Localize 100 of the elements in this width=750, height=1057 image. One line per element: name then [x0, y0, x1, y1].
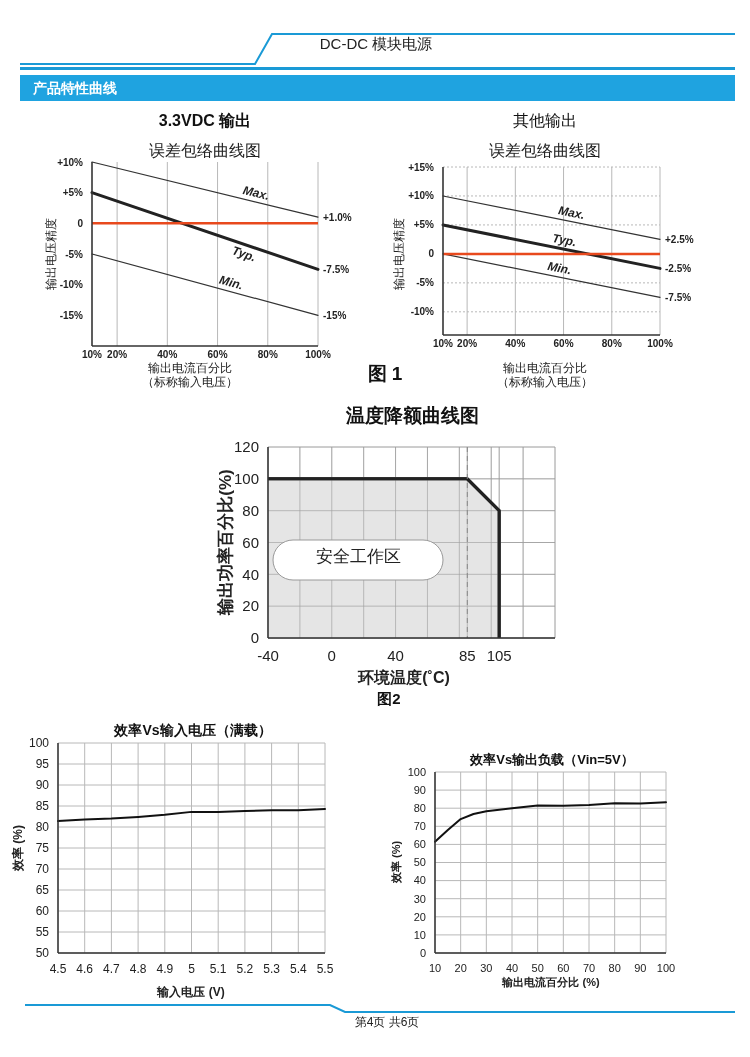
- x-tick-label: 70: [582, 962, 596, 974]
- y-tick-label: 30: [413, 892, 426, 905]
- data-label: +1.0%: [323, 212, 352, 224]
- y-axis-title: 输出功率百分比(%): [216, 469, 235, 616]
- y-tick-label: 20: [242, 597, 259, 615]
- y-tick-label: 100: [233, 470, 259, 488]
- chart-subtitle: 误差包络曲线图: [149, 142, 261, 159]
- y-tick-label: 55: [35, 925, 50, 940]
- x-tick-label: 80: [608, 962, 621, 974]
- y-tick-label: 20: [413, 910, 426, 923]
- x-tick-label: 20%: [107, 349, 128, 360]
- y-tick-label: 60: [413, 838, 426, 851]
- data-label: -15%: [323, 310, 347, 322]
- data-label: -2.5%: [665, 263, 692, 275]
- x-axis-title: 输出电流百分比: [148, 361, 232, 375]
- chart-title: 3.3VDC 输出: [158, 112, 252, 129]
- x-tick-label: 10%: [432, 338, 454, 349]
- y-tick-label: 80: [242, 501, 259, 519]
- x-tick-label: 5.4: [289, 962, 307, 976]
- x-axis-title: 环境温度(˚C): [357, 668, 450, 686]
- y-tick-label: 40: [242, 565, 259, 583]
- text: Min.: [546, 258, 573, 278]
- x-tick-label: 100: [656, 962, 676, 974]
- x-tick-label: 4.8: [129, 962, 147, 976]
- x-tick-label: 30: [480, 962, 493, 974]
- y-tick-label: 100: [407, 765, 426, 778]
- x-tick-label: 40: [387, 647, 404, 664]
- x-tick-label: 40: [505, 962, 519, 974]
- y-tick-label: 0: [77, 217, 84, 229]
- x-tick-label: 4.6: [76, 962, 94, 976]
- x-tick-label: 105: [486, 647, 512, 664]
- y-tick-label: -10%: [59, 279, 84, 291]
- y-tick-label: 70: [413, 820, 426, 833]
- y-axis-title: 输出电压精度: [392, 218, 406, 290]
- y-tick-label: -15%: [59, 309, 84, 321]
- y-tick-label: 50: [35, 946, 50, 961]
- y-tick-label: 10: [413, 928, 426, 941]
- x-axis-title: 输出电流百分比 (%): [501, 976, 600, 988]
- text: Typ.: [551, 230, 578, 250]
- y-tick-label: 40: [413, 874, 426, 887]
- y-tick-label: +10%: [57, 156, 84, 168]
- chart-title: 效率Vs输入电压（满载）: [113, 722, 272, 738]
- text: 第4页 共6页: [354, 1015, 420, 1029]
- y-tick-label: 65: [35, 883, 50, 898]
- x-tick-label: 5.1: [209, 962, 227, 976]
- data-label: -7.5%: [323, 264, 350, 276]
- y-axis-title: 效率 (%): [390, 840, 402, 885]
- chart-title: 其他输出: [513, 112, 577, 129]
- x-tick-label: 10%: [81, 349, 103, 360]
- y-tick-label: 100: [28, 736, 50, 751]
- y-tick-label: 120: [233, 438, 259, 456]
- x-tick-label: 5.5: [316, 962, 334, 976]
- text: Typ.: [230, 243, 258, 265]
- line-series: [57, 807, 326, 823]
- y-tick-label: +10%: [408, 190, 435, 202]
- y-tick-label: +5%: [62, 187, 84, 199]
- x-tick-label: 60: [557, 962, 570, 974]
- y-tick-label: 0: [250, 629, 259, 647]
- y-tick-label: 60: [242, 533, 259, 551]
- caption: 图2: [377, 690, 401, 707]
- chart-subtitle: 误差包络曲线图: [489, 142, 601, 159]
- chart-title: 温度降额曲线图: [344, 405, 479, 426]
- text: DC-DC 模块电源: [319, 35, 433, 52]
- x-tick-label: 100%: [647, 338, 673, 349]
- line-series: [434, 801, 667, 843]
- caption: 图 1: [367, 363, 403, 384]
- y-tick-label: 90: [413, 783, 426, 796]
- text: Min.: [217, 272, 245, 293]
- y-tick-label: 0: [419, 946, 426, 959]
- x-tick-label: -40: [257, 647, 279, 664]
- text: （标称输入电压）: [142, 375, 238, 389]
- y-tick-label: +15%: [408, 161, 435, 173]
- x-tick-label: 50: [531, 962, 544, 974]
- x-tick-label: 40%: [157, 349, 178, 360]
- text: Max.: [241, 183, 271, 203]
- data-label: -7.5%: [665, 292, 692, 304]
- y-tick-label: 80: [35, 820, 50, 835]
- x-tick-label: 5: [188, 962, 196, 976]
- y-tick-label: 70: [35, 862, 50, 877]
- y-tick-label: 80: [413, 802, 426, 815]
- y-tick-label: -5%: [65, 248, 84, 260]
- x-tick-label: 85: [458, 647, 476, 664]
- x-axis-title: 输出电流百分比: [503, 361, 587, 375]
- y-axis-title: 输出电压精度: [44, 218, 58, 290]
- y-tick-label: 90: [35, 778, 50, 793]
- y-tick-label: 75: [35, 841, 50, 856]
- y-tick-label: -10%: [410, 306, 435, 318]
- x-tick-label: 4.7: [103, 962, 121, 976]
- text: Max.: [557, 203, 587, 223]
- x-tick-label: 60%: [207, 349, 228, 360]
- y-tick-label: +5%: [413, 219, 435, 231]
- y-axis-title: 效率 (%): [11, 825, 25, 872]
- x-tick-label: 100%: [305, 349, 331, 360]
- x-tick-label: 0: [327, 647, 336, 664]
- chart-title: 效率Vs输出负载（Vin=5V）: [469, 752, 634, 767]
- data-label: +2.5%: [665, 234, 694, 246]
- annotation: 安全工作区: [315, 547, 401, 566]
- x-tick-label: 20: [454, 962, 467, 974]
- x-tick-label: 5.2: [236, 962, 254, 976]
- text: （标称输入电压）: [497, 375, 593, 389]
